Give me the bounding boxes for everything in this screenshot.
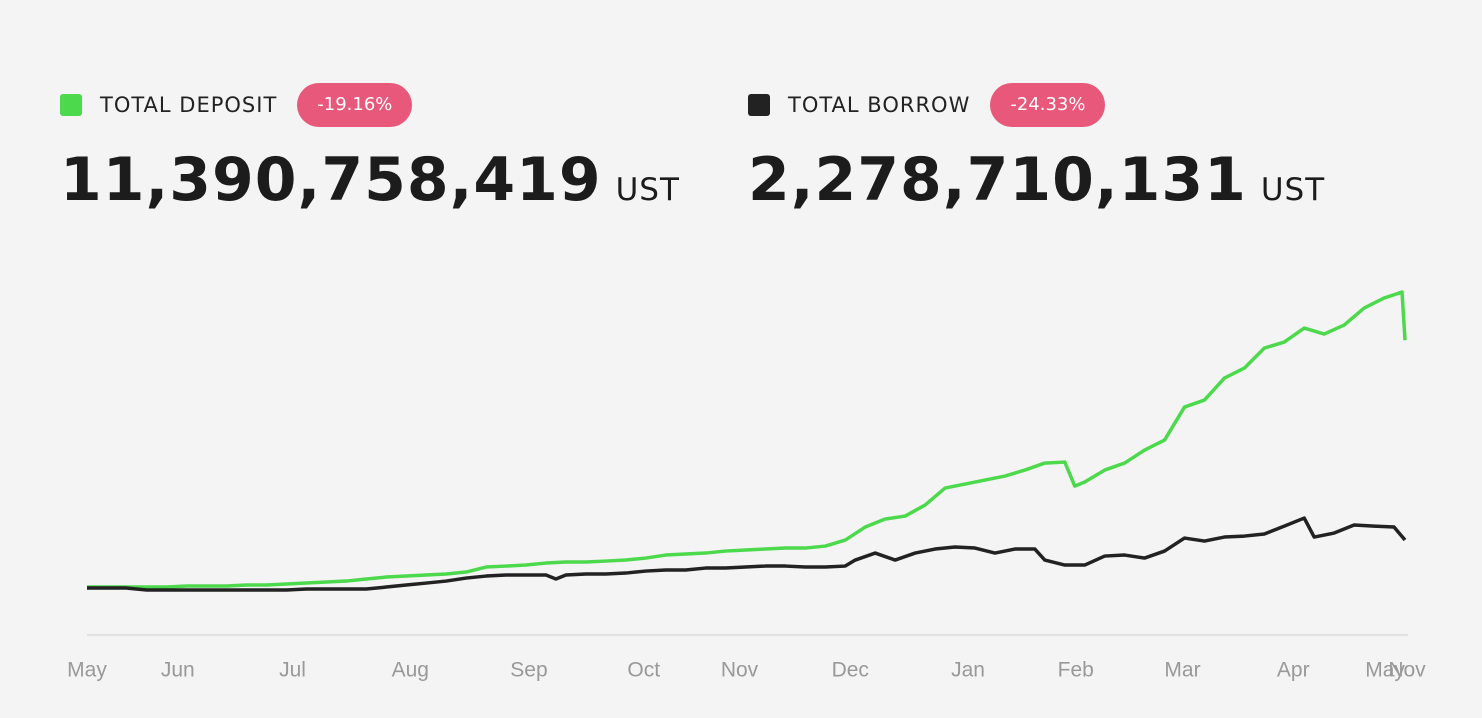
x-tick-label: May xyxy=(1365,659,1405,682)
x-tick-label: May xyxy=(67,659,107,682)
change-badge: -19.16% xyxy=(297,83,413,127)
x-tick-label: Aug xyxy=(392,659,429,682)
x-tick-label: Dec xyxy=(832,659,869,682)
legend-swatch xyxy=(748,94,770,116)
x-tick-label: Feb xyxy=(1058,659,1094,682)
legend-label: TOTAL DEPOSIT xyxy=(100,93,278,117)
legend-entry: TOTAL BORROW -24.33% xyxy=(748,83,1325,127)
x-tick-label: Jul xyxy=(279,659,306,682)
x-tick-label: Apr xyxy=(1277,659,1310,682)
total-value: 11,390,758,419 xyxy=(60,145,602,215)
legend-label: TOTAL BORROW xyxy=(788,93,971,117)
deposit-stat: TOTAL DEPOSIT -19.16% 11,390,758,419 UST xyxy=(60,83,680,215)
series-line xyxy=(87,290,1407,589)
legend-entry: TOTAL DEPOSIT -19.16% xyxy=(60,83,680,127)
legend-swatch xyxy=(60,94,82,116)
x-tick-label: Nov xyxy=(1388,659,1426,682)
unit: UST xyxy=(615,172,680,208)
change-badge: -24.33% xyxy=(990,83,1106,127)
x-tick-label: Jan xyxy=(951,659,985,682)
series-line xyxy=(87,516,1407,592)
unit: UST xyxy=(1260,172,1326,208)
total-value: 2,278,710,131 xyxy=(748,145,1247,215)
x-tick-label: Oct xyxy=(627,659,660,682)
x-tick-label: Mar xyxy=(1164,659,1200,682)
x-tick-label: Jun xyxy=(161,659,195,682)
borrow-stat: TOTAL BORROW -24.33% 2,278,710,131 UST xyxy=(748,83,1325,215)
x-tick-label: Nov xyxy=(721,659,759,682)
x-tick-label: Sep xyxy=(510,659,547,682)
